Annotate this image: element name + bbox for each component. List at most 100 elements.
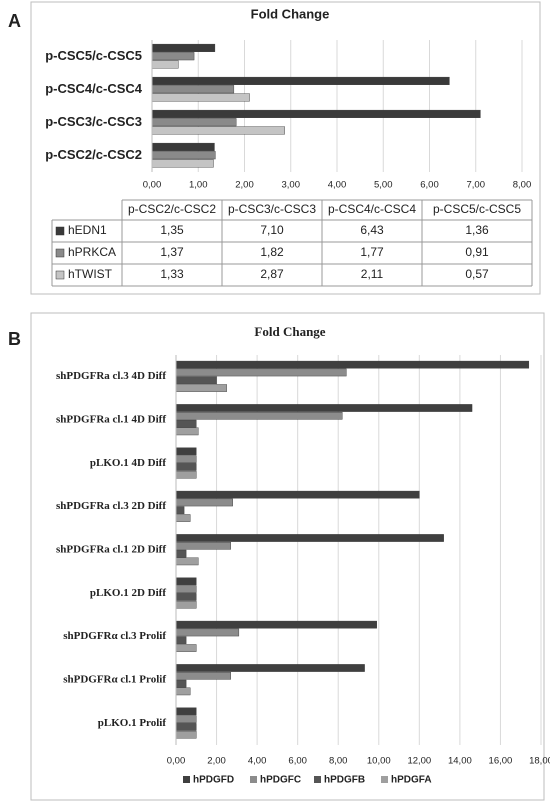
category-label: p-CSC4/c-CSC4 [45,81,143,96]
table-value: 2,11 [361,267,384,281]
bar [175,679,187,688]
table-header: p-CSC2/c-CSC2 [128,202,216,216]
bar [175,404,473,412]
bar [175,636,187,645]
bar [151,52,195,61]
bar [175,384,227,392]
bar [151,109,481,118]
x-tick-label: 2,00 [235,180,254,191]
bar [175,463,197,471]
category-label: shPDGFRa cl.3 4D Diff [56,370,166,382]
category-label: shPDGFRa cl.1 4D Diff [56,414,166,426]
x-tick-label: 12,00 [407,756,431,767]
bar [175,549,187,558]
panel-label: A [8,11,21,31]
bar [175,672,231,680]
bar [175,447,197,456]
legend-label: hPDGFD [193,775,234,786]
legend-label: hTWIST [68,267,113,281]
category-label: shPDGFRα cl.3 Prolif [63,630,166,642]
legend-swatch [250,776,257,783]
category-label: shPDGFRa cl.1 2D Diff [56,544,166,556]
legend-swatch [55,248,65,258]
bar [175,368,347,377]
legend-label: hPRKCA [68,245,116,259]
table-value: 1,77 [360,245,384,259]
x-tick-label: 4,00 [248,756,267,767]
x-tick-label: 2,00 [207,756,226,767]
x-tick-label: 4,00 [328,180,347,191]
legend-label: hPDGFC [260,775,301,786]
bar [151,76,450,85]
bar [175,470,197,479]
bar [175,412,343,420]
table-value: 0,91 [465,245,489,259]
bar [151,126,285,135]
bar [175,514,191,522]
category-label: shPDGFRα cl.1 Prolif [63,674,166,686]
bar [175,593,197,601]
bar [175,730,197,739]
category-label: shPDGFRa cl.3 2D Diff [56,500,166,512]
table-value: 1,35 [160,223,184,237]
legend-swatch [381,776,388,783]
table-value: 1,82 [260,245,284,259]
category-label: p-CSC5/c-CSC5 [45,48,142,63]
bar [175,419,197,428]
category-label: p-CSC3/c-CSC3 [45,114,142,129]
legend-swatch [183,776,190,783]
bar [175,628,240,637]
table-header: p-CSC5/c-CSC5 [433,202,521,216]
x-tick-label: 8,00 [513,180,532,191]
bar [175,664,365,672]
bar [175,557,199,566]
table-value: 0,57 [465,267,489,281]
bar [175,620,377,629]
x-tick-label: 6,00 [420,180,439,191]
bar [175,687,191,696]
table-value: 1,37 [160,245,184,259]
table-value: 6,43 [360,223,384,237]
table-value: 1,33 [160,267,184,281]
x-tick-label: 7,00 [467,180,486,191]
bar [151,43,216,52]
legend-label: hPDGFA [391,775,432,786]
x-tick-label: 14,00 [448,756,472,767]
x-tick-label: 18,00 [529,756,550,767]
bar [175,506,185,515]
bar [175,490,420,499]
category-label: p-CSC2/c-CSC2 [45,147,142,162]
panel-frame [30,1,541,295]
bar [151,159,214,168]
bar [175,707,197,716]
bar [175,542,231,550]
bar [151,142,215,151]
bar [151,118,237,127]
bar [175,644,197,652]
legend-swatch [55,226,65,236]
bar [151,93,250,102]
x-tick-label: 0,00 [167,756,186,767]
bar [175,360,530,369]
x-tick-label: 3,00 [282,180,301,191]
legend-label: hEDN1 [68,223,107,237]
bar [175,585,197,593]
legend-swatch [314,776,321,783]
x-tick-label: 10,00 [367,756,391,767]
table-value: 2,87 [260,267,284,281]
x-tick-label: 5,00 [374,180,393,191]
table-header: p-CSC3/c-CSC3 [228,202,316,216]
bar [175,455,197,463]
bar [151,85,235,94]
table-header: p-CSC4/c-CSC4 [328,202,416,216]
bar [175,376,217,385]
bar [175,427,199,436]
x-tick-label: 16,00 [489,756,513,767]
bar [175,723,197,731]
table-value: 1,36 [465,223,489,237]
bar [175,534,444,542]
panel-label: B [8,329,21,349]
bar [151,60,179,69]
